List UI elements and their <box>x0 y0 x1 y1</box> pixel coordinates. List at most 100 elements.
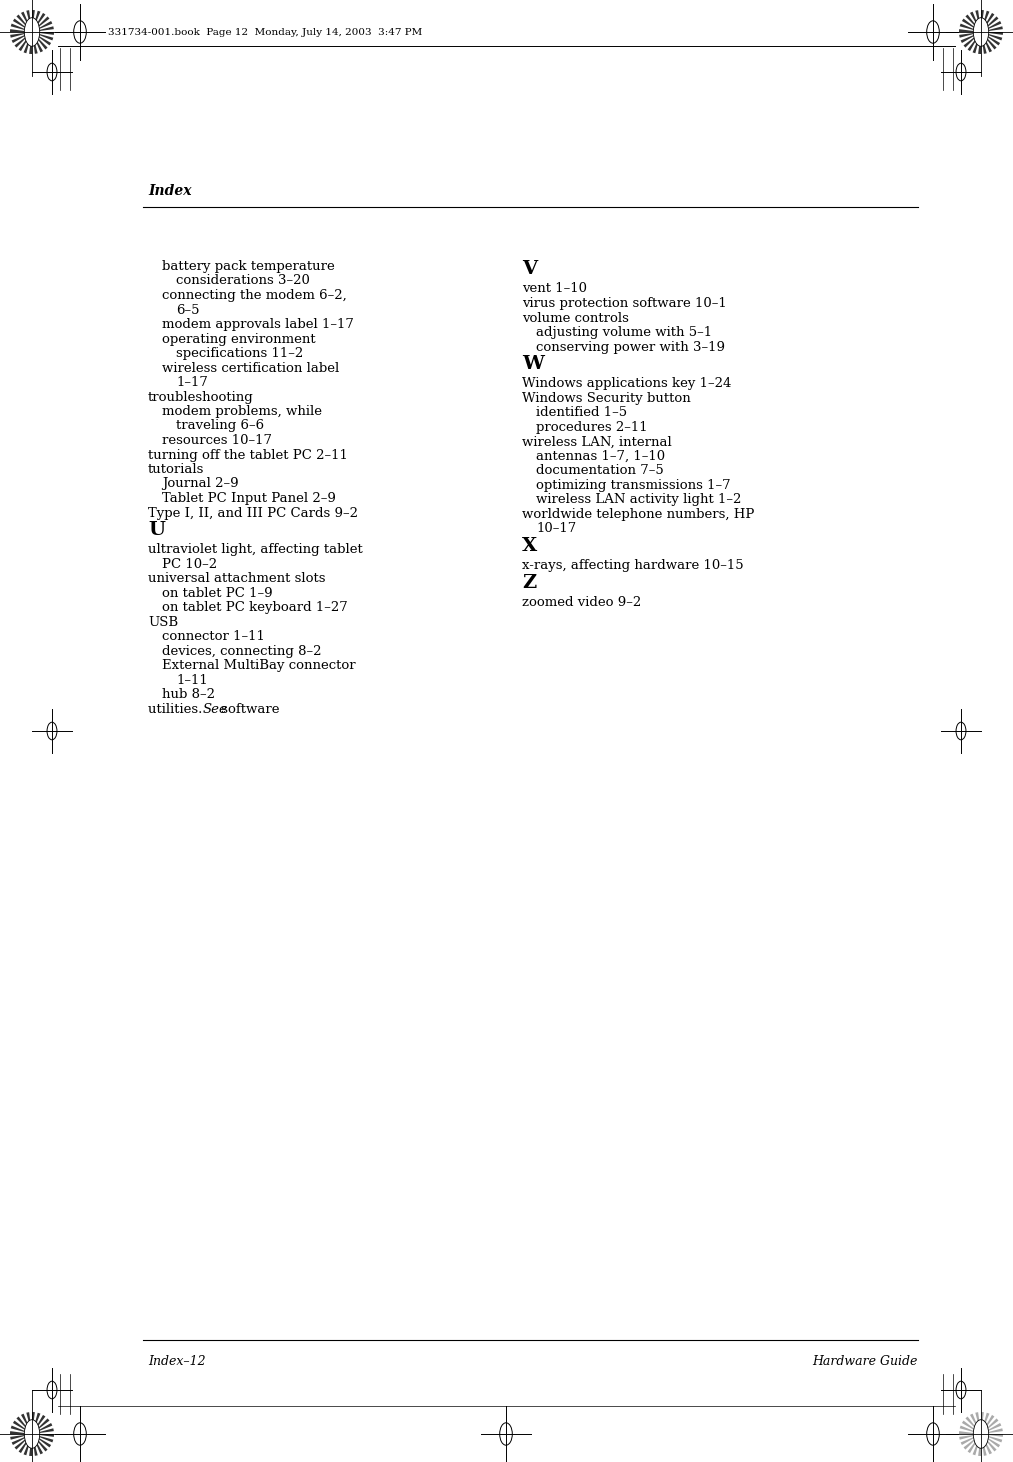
Wedge shape <box>11 23 32 32</box>
Wedge shape <box>963 32 981 48</box>
Text: Z: Z <box>522 575 536 592</box>
Ellipse shape <box>927 20 939 44</box>
Wedge shape <box>32 32 37 54</box>
Text: tutorials: tutorials <box>148 463 205 477</box>
Wedge shape <box>959 1431 981 1434</box>
Text: W: W <box>522 355 544 373</box>
Text: ultraviolet light, affecting tablet: ultraviolet light, affecting tablet <box>148 544 363 557</box>
Ellipse shape <box>47 63 57 80</box>
Wedge shape <box>10 1431 32 1434</box>
Text: External MultiBay connector: External MultiBay connector <box>162 659 356 673</box>
Text: documentation 7–5: documentation 7–5 <box>536 465 664 478</box>
Text: considerations 3–20: considerations 3–20 <box>176 275 310 288</box>
Wedge shape <box>981 1434 1002 1443</box>
Wedge shape <box>23 32 32 53</box>
Wedge shape <box>16 15 32 32</box>
Wedge shape <box>32 32 48 50</box>
Wedge shape <box>32 26 54 32</box>
Wedge shape <box>32 13 46 32</box>
Wedge shape <box>967 1434 981 1453</box>
Wedge shape <box>981 1418 999 1434</box>
Wedge shape <box>32 1412 41 1434</box>
Text: virus protection software 10–1: virus protection software 10–1 <box>522 297 726 310</box>
Wedge shape <box>981 32 1000 45</box>
Wedge shape <box>29 1434 32 1456</box>
Text: Windows applications key 1–24: Windows applications key 1–24 <box>522 377 731 390</box>
Wedge shape <box>12 1434 32 1444</box>
Wedge shape <box>959 23 981 32</box>
Ellipse shape <box>24 1420 40 1449</box>
Wedge shape <box>10 1434 32 1440</box>
Text: Type I, II, and III PC Cards 9–2: Type I, II, and III PC Cards 9–2 <box>148 506 358 519</box>
Wedge shape <box>10 29 32 32</box>
Wedge shape <box>32 1415 46 1434</box>
Wedge shape <box>976 1412 981 1434</box>
Ellipse shape <box>956 63 966 80</box>
Wedge shape <box>14 1434 32 1449</box>
Wedge shape <box>981 1423 1001 1434</box>
Wedge shape <box>13 19 32 32</box>
Text: turning off the tablet PC 2–11: turning off the tablet PC 2–11 <box>148 449 347 462</box>
Wedge shape <box>962 1421 981 1434</box>
Text: worldwide telephone numbers, HP: worldwide telephone numbers, HP <box>522 507 755 520</box>
Wedge shape <box>959 1434 981 1440</box>
Wedge shape <box>12 32 32 42</box>
Ellipse shape <box>973 1420 989 1449</box>
Wedge shape <box>32 1434 54 1443</box>
Wedge shape <box>963 1434 981 1449</box>
Text: antennas 1–7, 1–10: antennas 1–7, 1–10 <box>536 450 666 463</box>
Wedge shape <box>981 32 1002 41</box>
Wedge shape <box>981 32 997 50</box>
Wedge shape <box>981 26 1003 32</box>
Wedge shape <box>960 32 981 42</box>
Wedge shape <box>981 32 987 54</box>
Wedge shape <box>29 32 32 54</box>
Text: utilities.: utilities. <box>148 703 207 716</box>
Text: procedures 2–11: procedures 2–11 <box>536 421 647 434</box>
Wedge shape <box>981 1434 997 1452</box>
Text: optimizing transmissions 1–7: optimizing transmissions 1–7 <box>536 480 730 493</box>
Wedge shape <box>979 1434 981 1456</box>
Text: x-rays, affecting hardware 10–15: x-rays, affecting hardware 10–15 <box>522 560 744 573</box>
Wedge shape <box>32 1434 43 1455</box>
Text: on tablet PC keyboard 1–27: on tablet PC keyboard 1–27 <box>162 601 347 614</box>
Wedge shape <box>13 1421 32 1434</box>
Text: modem approvals label 1–17: modem approvals label 1–17 <box>162 319 354 330</box>
Wedge shape <box>32 1434 51 1447</box>
Wedge shape <box>972 1434 981 1455</box>
Wedge shape <box>960 1434 981 1444</box>
Text: wireless certification label: wireless certification label <box>162 361 339 374</box>
Wedge shape <box>981 10 990 32</box>
Text: adjusting volume with 5–1: adjusting volume with 5–1 <box>536 326 712 339</box>
Wedge shape <box>981 1434 1000 1447</box>
Wedge shape <box>32 16 50 32</box>
Wedge shape <box>962 19 981 32</box>
Text: Tablet PC Input Panel 2–9: Tablet PC Input Panel 2–9 <box>162 493 336 504</box>
Wedge shape <box>32 32 51 45</box>
Text: devices, connecting 8–2: devices, connecting 8–2 <box>162 645 321 658</box>
Wedge shape <box>959 1425 981 1434</box>
Ellipse shape <box>927 1423 939 1446</box>
Text: resources 10–17: resources 10–17 <box>162 434 272 447</box>
Text: wireless LAN activity light 1–2: wireless LAN activity light 1–2 <box>536 494 742 506</box>
Text: 6–5: 6–5 <box>176 304 200 316</box>
Wedge shape <box>981 32 992 53</box>
Text: volume controls: volume controls <box>522 311 629 325</box>
Wedge shape <box>959 32 981 38</box>
Ellipse shape <box>47 722 57 740</box>
Wedge shape <box>965 1417 981 1434</box>
Wedge shape <box>981 1412 990 1434</box>
Wedge shape <box>981 1434 987 1456</box>
Wedge shape <box>26 1412 32 1434</box>
Wedge shape <box>26 10 32 32</box>
Wedge shape <box>32 10 34 32</box>
Text: See: See <box>203 703 227 716</box>
Ellipse shape <box>47 1382 57 1399</box>
Wedge shape <box>32 1434 37 1456</box>
Wedge shape <box>959 29 981 32</box>
Text: 1–11: 1–11 <box>176 674 208 687</box>
Wedge shape <box>11 1425 32 1434</box>
Wedge shape <box>981 16 999 32</box>
Ellipse shape <box>973 18 989 47</box>
Wedge shape <box>965 15 981 32</box>
